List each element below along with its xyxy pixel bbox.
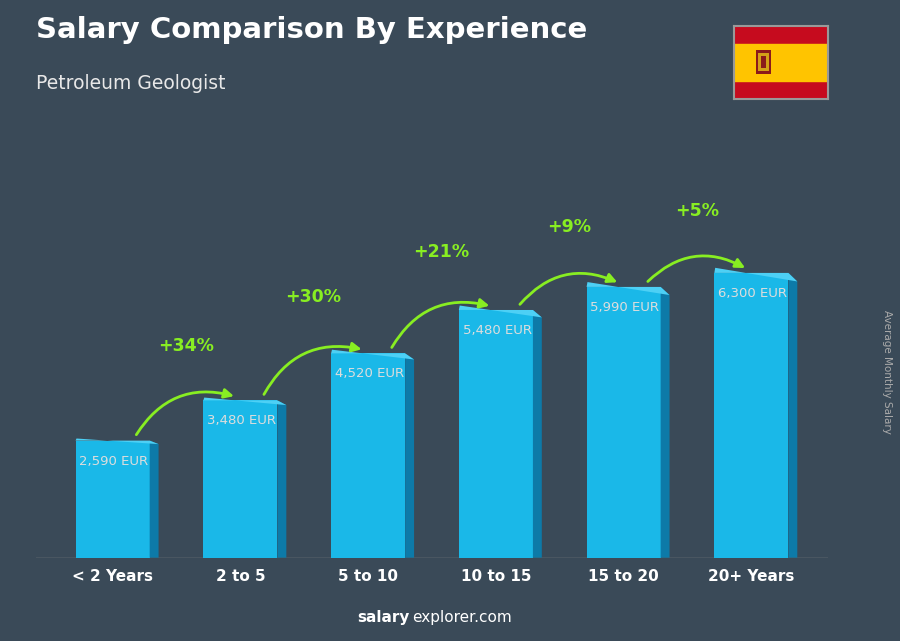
Polygon shape: [459, 310, 533, 558]
Polygon shape: [788, 273, 797, 558]
Text: +34%: +34%: [158, 337, 213, 354]
Text: 5,480 EUR: 5,480 EUR: [463, 324, 532, 337]
Bar: [758, 53, 769, 71]
Polygon shape: [587, 287, 661, 558]
Text: +21%: +21%: [413, 243, 469, 261]
Text: 5,990 EUR: 5,990 EUR: [590, 301, 660, 314]
Polygon shape: [715, 268, 797, 281]
Bar: [760, 56, 766, 69]
Text: +9%: +9%: [547, 218, 591, 236]
Polygon shape: [459, 306, 542, 317]
Bar: [734, 44, 828, 81]
Polygon shape: [405, 353, 414, 558]
Polygon shape: [203, 401, 277, 558]
Polygon shape: [587, 282, 670, 295]
Polygon shape: [533, 310, 542, 558]
Polygon shape: [331, 350, 414, 360]
Text: 2,590 EUR: 2,590 EUR: [79, 454, 148, 468]
Text: Average Monthly Salary: Average Monthly Salary: [881, 310, 892, 434]
Polygon shape: [277, 401, 286, 558]
Bar: [755, 51, 771, 74]
Text: Salary Comparison By Experience: Salary Comparison By Experience: [36, 16, 587, 44]
Polygon shape: [331, 353, 405, 558]
Text: 4,520 EUR: 4,520 EUR: [335, 367, 404, 381]
Text: 3,480 EUR: 3,480 EUR: [207, 415, 276, 428]
Text: +30%: +30%: [285, 288, 341, 306]
Polygon shape: [76, 440, 149, 558]
Polygon shape: [661, 287, 670, 558]
Text: salary: salary: [357, 610, 410, 625]
Text: explorer.com: explorer.com: [412, 610, 512, 625]
Polygon shape: [149, 440, 158, 558]
Polygon shape: [715, 273, 788, 558]
Text: +5%: +5%: [675, 202, 719, 220]
Text: Petroleum Geologist: Petroleum Geologist: [36, 74, 226, 93]
Polygon shape: [76, 438, 158, 444]
Polygon shape: [203, 397, 286, 405]
Text: 6,300 EUR: 6,300 EUR: [718, 287, 787, 300]
